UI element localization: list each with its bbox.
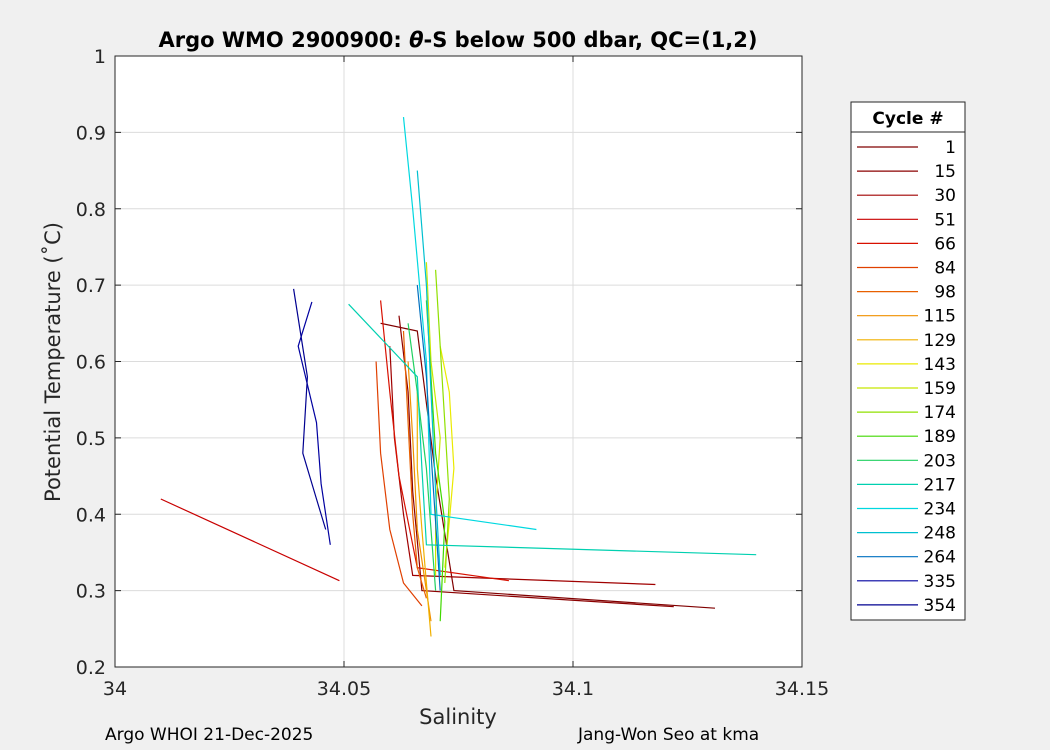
- series-line-cycle-84: [375, 361, 423, 607]
- series-line-cycle-159: [425, 262, 441, 576]
- y-tick-label: 0.4: [76, 504, 106, 526]
- legend-label-335: 335: [924, 572, 956, 592]
- y-tick-label: 0.3: [76, 581, 106, 603]
- y-tick-label: 0.9: [76, 122, 106, 144]
- y-axis-label: Potential Temperature (˚C): [41, 222, 65, 502]
- series-line-cycle-203: [407, 323, 437, 591]
- chart-title-suffix: -S below 500 dbar, QC=(1,2): [424, 28, 758, 52]
- series-line-cycle-51: [160, 498, 340, 582]
- legend-label-15: 15: [934, 162, 956, 182]
- chart-title-prefix: Argo WMO 2900900:: [158, 28, 409, 52]
- series-line-cycle-66: [380, 300, 509, 582]
- legend-label-234: 234: [924, 500, 956, 520]
- legend-items: 1153051668498115129143159174189203217234…: [857, 138, 956, 616]
- legend-label-129: 129: [924, 331, 956, 351]
- y-tick-label: 0.6: [76, 352, 106, 374]
- ticks: 34 34.05 34.1 34.15 0.2 0.3 0.4 0.5 0.6 0.7 0.8 0.9…: [76, 46, 829, 700]
- x-tick-label: 34: [103, 678, 127, 700]
- series-line-cycle-354: [293, 288, 327, 530]
- x-tick-label: 34.1: [552, 678, 594, 700]
- series-group: [160, 117, 757, 637]
- series-line-cycle-217: [348, 303, 757, 556]
- legend-label-30: 30: [934, 186, 956, 206]
- series-line-cycle-129: [416, 392, 432, 637]
- chart-title: Argo WMO 2900900: θ-S below 500 dbar, QC…: [158, 28, 757, 52]
- series-line-cycle-264: [416, 285, 441, 591]
- chart-title-theta: θ: [409, 28, 423, 52]
- legend-label-84: 84: [934, 259, 956, 279]
- legend-label-189: 189: [924, 427, 956, 447]
- legend-label-51: 51: [934, 210, 956, 230]
- footer-right: Jang-Won Seo at kma: [578, 725, 760, 745]
- legend-label-174: 174: [924, 403, 956, 423]
- legend-label-248: 248: [924, 524, 956, 544]
- legend: Cycle # 11530516684981151291431591741892…: [850, 101, 966, 621]
- legend-title: Cycle #: [872, 109, 943, 129]
- y-tick-label: 1: [94, 46, 106, 68]
- y-tick-label: 0.7: [76, 275, 106, 297]
- legend-label-98: 98: [934, 283, 956, 303]
- legend-label-264: 264: [924, 548, 956, 568]
- series-line-cycle-174: [435, 269, 450, 584]
- legend-label-354: 354: [924, 596, 956, 616]
- series-line-cycle-234: [402, 117, 537, 531]
- x-tick-label: 34.15: [775, 678, 829, 700]
- y-tick-label: 0.8: [76, 199, 106, 221]
- legend-box: [850, 101, 966, 621]
- series-line-cycle-98: [402, 330, 427, 599]
- legend-label-143: 143: [924, 355, 956, 375]
- legend-label-1: 1: [945, 138, 956, 158]
- legend-label-203: 203: [924, 451, 956, 471]
- grid: [114, 55, 803, 668]
- y-tick-label: 0.5: [76, 428, 106, 450]
- x-tick-label: 34.05: [317, 678, 371, 700]
- series-line-cycle-335: [297, 301, 331, 545]
- series-line-cycle-1: [380, 322, 716, 609]
- y-tick-label: 0.2: [76, 657, 106, 679]
- legend-label-159: 159: [924, 379, 956, 399]
- x-axis-label: Salinity: [419, 705, 497, 729]
- legend-label-115: 115: [924, 307, 956, 327]
- series-line-cycle-248: [416, 170, 441, 576]
- legend-label-217: 217: [924, 475, 956, 495]
- footer-left: Argo WHOI 21-Dec-2025: [105, 725, 314, 745]
- legend-label-66: 66: [934, 234, 956, 254]
